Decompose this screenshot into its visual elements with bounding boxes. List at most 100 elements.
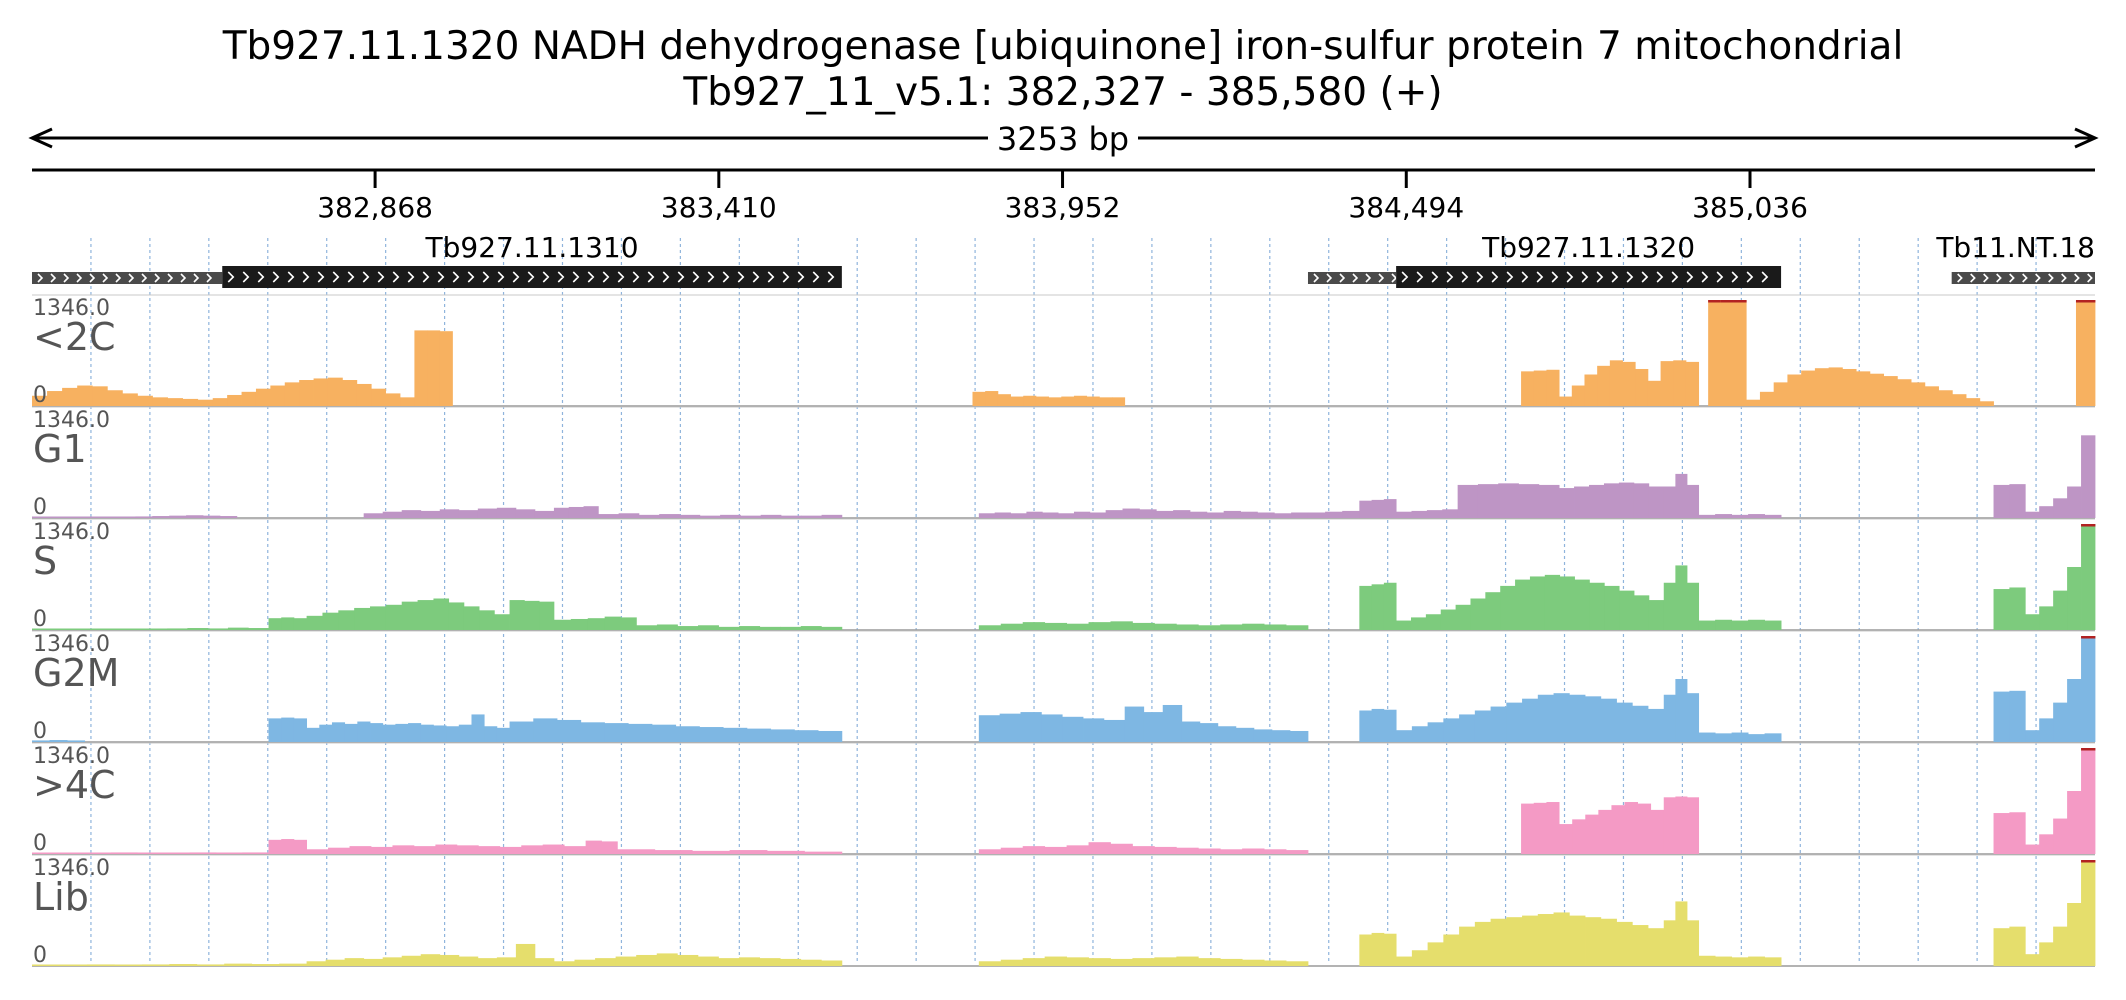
- clip-marker: [2081, 524, 2096, 527]
- coverage-bar: [1026, 511, 1043, 518]
- coverage-bar: [207, 628, 229, 630]
- coverage-bar: [1257, 512, 1275, 518]
- coverage-bar: [1924, 386, 1939, 406]
- coverage-bar: [1648, 928, 1665, 966]
- coverage-bar: [1687, 920, 1700, 966]
- coverage-bar: [1993, 589, 2010, 630]
- coverage-bar: [1062, 716, 1084, 742]
- coverage-bar: [1173, 510, 1191, 518]
- coverage-bar: [1715, 956, 1733, 966]
- coverage-bar: [1044, 846, 1068, 854]
- coverage-bar: [2025, 954, 2040, 966]
- coverage-bar: [1600, 918, 1617, 966]
- coverage-bar: [699, 727, 724, 742]
- coverage-bar: [370, 723, 384, 742]
- coverage-bar: [1698, 620, 1716, 630]
- coverage-bar: [1603, 483, 1620, 518]
- coverage-bar: [1470, 598, 1486, 630]
- coverage-bar: [1427, 722, 1444, 742]
- coverage-bar: [1041, 714, 1063, 742]
- coverage-bar: [363, 513, 384, 518]
- coverage-bar: [2009, 690, 2026, 742]
- track-ymax-label: 1346.0: [33, 744, 110, 769]
- gene-cds[interactable]: [222, 266, 842, 288]
- coverage-bar: [1396, 956, 1413, 966]
- coverage-bar: [49, 740, 68, 742]
- coverage-bar: [1206, 512, 1225, 518]
- coverage-bar: [677, 954, 699, 966]
- coverage-bar: [84, 852, 112, 854]
- coverage-bar: [2039, 834, 2054, 854]
- coverage-bar: [1687, 693, 1700, 742]
- coverage-bar: [1633, 483, 1650, 518]
- coverage-bar: [2039, 718, 2054, 742]
- coverage-bar: [357, 721, 371, 742]
- coverage-bar: [780, 515, 802, 518]
- coverage-bar: [654, 850, 693, 854]
- coverage-bar: [1198, 848, 1221, 854]
- coverage-bar: [1242, 623, 1265, 630]
- gene-cds[interactable]: [1396, 266, 1782, 288]
- coverage-bar: [1553, 693, 1570, 742]
- track-ymin-label: 0: [33, 383, 47, 408]
- track-name-label: S: [33, 539, 57, 583]
- coverage-bar: [1748, 734, 1765, 742]
- coverage-bar: [801, 515, 822, 518]
- coverage-bar: [306, 849, 329, 854]
- coverage-bar: [1952, 394, 1967, 406]
- coverage-bar: [144, 628, 168, 630]
- coverage-bar: [2025, 614, 2040, 630]
- coverage-bar: [675, 726, 700, 742]
- coverage-bar: [620, 617, 637, 630]
- coverage-bar: [1993, 691, 2010, 742]
- coverage-bar: [1585, 814, 1599, 854]
- coverage-bar: [1856, 371, 1871, 406]
- coverage-bar: [978, 625, 1002, 630]
- coverage-bar: [1515, 579, 1531, 630]
- coverage-bar: [1637, 803, 1652, 854]
- coverage-bar: [58, 852, 85, 854]
- coverage-bar: [219, 516, 238, 518]
- track-ymax-label: 1346.0: [33, 632, 110, 657]
- coverage-bar: [595, 958, 617, 966]
- coverage-bar: [1546, 802, 1560, 854]
- coverage-bar: [107, 390, 123, 406]
- coverage-bar: [186, 515, 204, 518]
- coverage-bar: [1632, 925, 1649, 966]
- coverage-bar: [1066, 957, 1089, 966]
- coverage-bar: [370, 846, 393, 854]
- coverage-bar: [718, 958, 740, 966]
- track-ymin-label: 0: [33, 943, 47, 968]
- gene-utr[interactable]: [32, 272, 223, 284]
- coverage-bar: [1020, 712, 1042, 742]
- gene-utr[interactable]: [1951, 272, 2095, 284]
- coverage-bar: [32, 740, 50, 742]
- coverage-bar: [494, 614, 510, 630]
- gene-utr[interactable]: [1307, 272, 1397, 284]
- coverage-bar: [137, 852, 164, 854]
- coverage-bar: [638, 514, 660, 518]
- coverage-bar: [268, 839, 282, 854]
- coverage-bar: [2067, 902, 2082, 966]
- coverage-bar: [99, 628, 123, 630]
- coverage-bar: [224, 963, 253, 966]
- coverage-bar: [395, 723, 409, 742]
- coverage-bar: [268, 718, 282, 742]
- coverage-bar: [439, 509, 460, 518]
- coverage-bar: [1199, 723, 1219, 742]
- coverage-bar: [2053, 818, 2068, 854]
- track-name-label: G2M: [33, 651, 119, 695]
- coverage-bar: [1748, 514, 1765, 518]
- coverage-bar: [203, 515, 221, 518]
- coverage-bar: [114, 964, 143, 966]
- coverage-bar: [251, 964, 280, 966]
- track-ymax-label: 1346.0: [33, 296, 110, 321]
- coverage-bar: [463, 606, 480, 630]
- coverage-bar: [1559, 488, 1575, 518]
- coverage-bar: [1477, 484, 1499, 518]
- coverage-bar: [32, 852, 59, 854]
- coverage-bar: [1176, 847, 1199, 854]
- coverage-bar: [1073, 395, 1088, 406]
- coverage-bar: [1176, 956, 1199, 966]
